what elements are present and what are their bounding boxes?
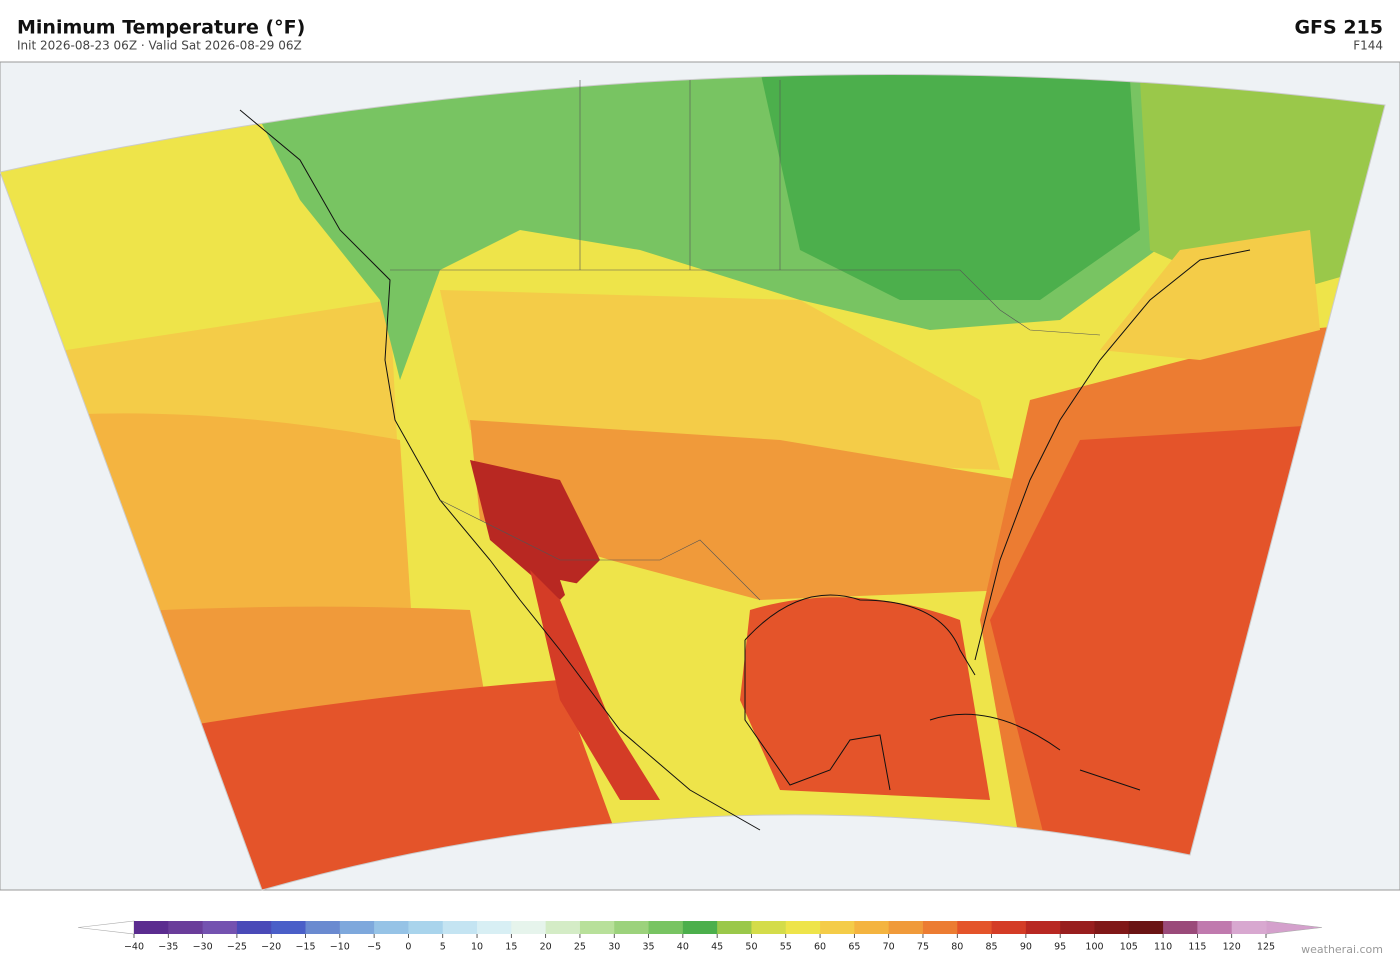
tick-label: −30 bbox=[193, 942, 213, 953]
colorbar-over bbox=[1265, 920, 1323, 935]
tick-label: 5 bbox=[440, 942, 446, 953]
colorbar-box bbox=[1025, 921, 1061, 934]
tick-label: 100 bbox=[1085, 942, 1103, 953]
tick-label: 125 bbox=[1257, 942, 1275, 953]
colorbar-box bbox=[820, 921, 855, 934]
colorbar-box bbox=[1197, 921, 1233, 934]
tick-label: 10 bbox=[471, 942, 483, 953]
colorbar-box bbox=[374, 921, 409, 934]
colorbar-box bbox=[202, 921, 238, 934]
colorbar-box bbox=[888, 921, 924, 934]
tick-label: 15 bbox=[505, 942, 517, 953]
colorbar-box bbox=[339, 921, 375, 934]
tick-label: 0 bbox=[405, 942, 411, 953]
tick-label: 80 bbox=[951, 942, 963, 953]
tick-label: −40 bbox=[124, 942, 144, 953]
colorbar-box bbox=[751, 921, 787, 934]
model: GFS 215 bbox=[1294, 17, 1383, 39]
colorbar-box bbox=[991, 921, 1027, 934]
colorbar-box bbox=[1231, 921, 1267, 934]
colorbar-box bbox=[785, 921, 821, 934]
tick-label: 25 bbox=[574, 942, 586, 953]
tick-label: 20 bbox=[540, 942, 552, 953]
tick-label: 115 bbox=[1188, 942, 1206, 953]
colorbar-box bbox=[408, 921, 444, 934]
colorbar-box bbox=[1163, 921, 1198, 934]
colorbar-box bbox=[648, 921, 684, 934]
map bbox=[0, 61, 1400, 891]
colorbar-box bbox=[134, 921, 169, 934]
tick-label: 90 bbox=[1020, 942, 1032, 953]
tick-label: −35 bbox=[158, 942, 178, 953]
colorbar-box bbox=[579, 921, 615, 934]
colorbar-box bbox=[305, 921, 341, 934]
tick-label: 70 bbox=[883, 942, 895, 953]
tick-label: −10 bbox=[330, 942, 350, 953]
colorbar-box bbox=[271, 921, 307, 934]
colorbar-box bbox=[854, 921, 890, 934]
tick-label: 30 bbox=[608, 942, 620, 953]
colorbar-box bbox=[442, 921, 478, 934]
colorbar: −40 −35 −30 −25 −20 −15 −10 −5 0 5 10 15 20 25 30 35 40 4… bbox=[77, 920, 1323, 953]
colorbar-box bbox=[1094, 921, 1130, 934]
colorbar-under bbox=[77, 920, 135, 935]
tick-label: 60 bbox=[814, 942, 826, 953]
borders bbox=[390, 80, 1101, 601]
tick-label: 105 bbox=[1120, 942, 1138, 953]
tick-label: 120 bbox=[1223, 942, 1241, 953]
title: Minimum Temperature (°F) bbox=[17, 17, 305, 39]
tick-label: 50 bbox=[745, 942, 757, 953]
tick-label: 55 bbox=[780, 942, 792, 953]
colorbar-box bbox=[957, 921, 993, 934]
tick-label: 95 bbox=[1054, 942, 1066, 953]
tick-label: −25 bbox=[227, 942, 247, 953]
credit: weatherai.com bbox=[1301, 943, 1383, 956]
tick-label: 40 bbox=[677, 942, 689, 953]
colorbar-box bbox=[614, 921, 650, 934]
tick-label: 65 bbox=[848, 942, 860, 953]
tick-label: −20 bbox=[261, 942, 281, 953]
colorbar-box bbox=[236, 921, 272, 934]
colorbar-box bbox=[511, 921, 547, 934]
colorbar-box bbox=[922, 921, 958, 934]
forecast-hour: F144 bbox=[1353, 39, 1383, 53]
colorbar-box bbox=[717, 921, 752, 934]
tick-label: 35 bbox=[642, 942, 654, 953]
colorbar-box bbox=[1060, 921, 1095, 934]
colorbar-box bbox=[168, 921, 204, 934]
colorbar-box bbox=[477, 921, 512, 934]
subtitle: Init 2026-08-23 06Z · Valid Sat 2026-08-… bbox=[17, 39, 302, 53]
tick-label: 110 bbox=[1154, 942, 1172, 953]
colorbar-box bbox=[682, 921, 718, 934]
colorbar-box bbox=[1128, 921, 1164, 934]
tick-label: 75 bbox=[917, 942, 929, 953]
tick-label: −15 bbox=[295, 942, 315, 953]
tick-label: −5 bbox=[367, 942, 381, 953]
colorbar-box bbox=[545, 921, 581, 934]
tick-label: 85 bbox=[986, 942, 998, 953]
tick-label: 45 bbox=[711, 942, 723, 953]
